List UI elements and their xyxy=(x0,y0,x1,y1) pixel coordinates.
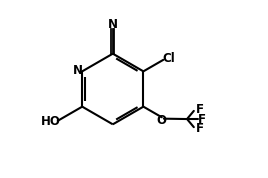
Text: Cl: Cl xyxy=(162,52,175,65)
Text: N: N xyxy=(73,64,83,77)
Text: N: N xyxy=(108,18,118,31)
Text: F: F xyxy=(196,122,204,135)
Text: F: F xyxy=(196,103,204,116)
Text: F: F xyxy=(198,113,206,126)
Text: O: O xyxy=(157,114,167,127)
Text: HO: HO xyxy=(41,115,61,128)
